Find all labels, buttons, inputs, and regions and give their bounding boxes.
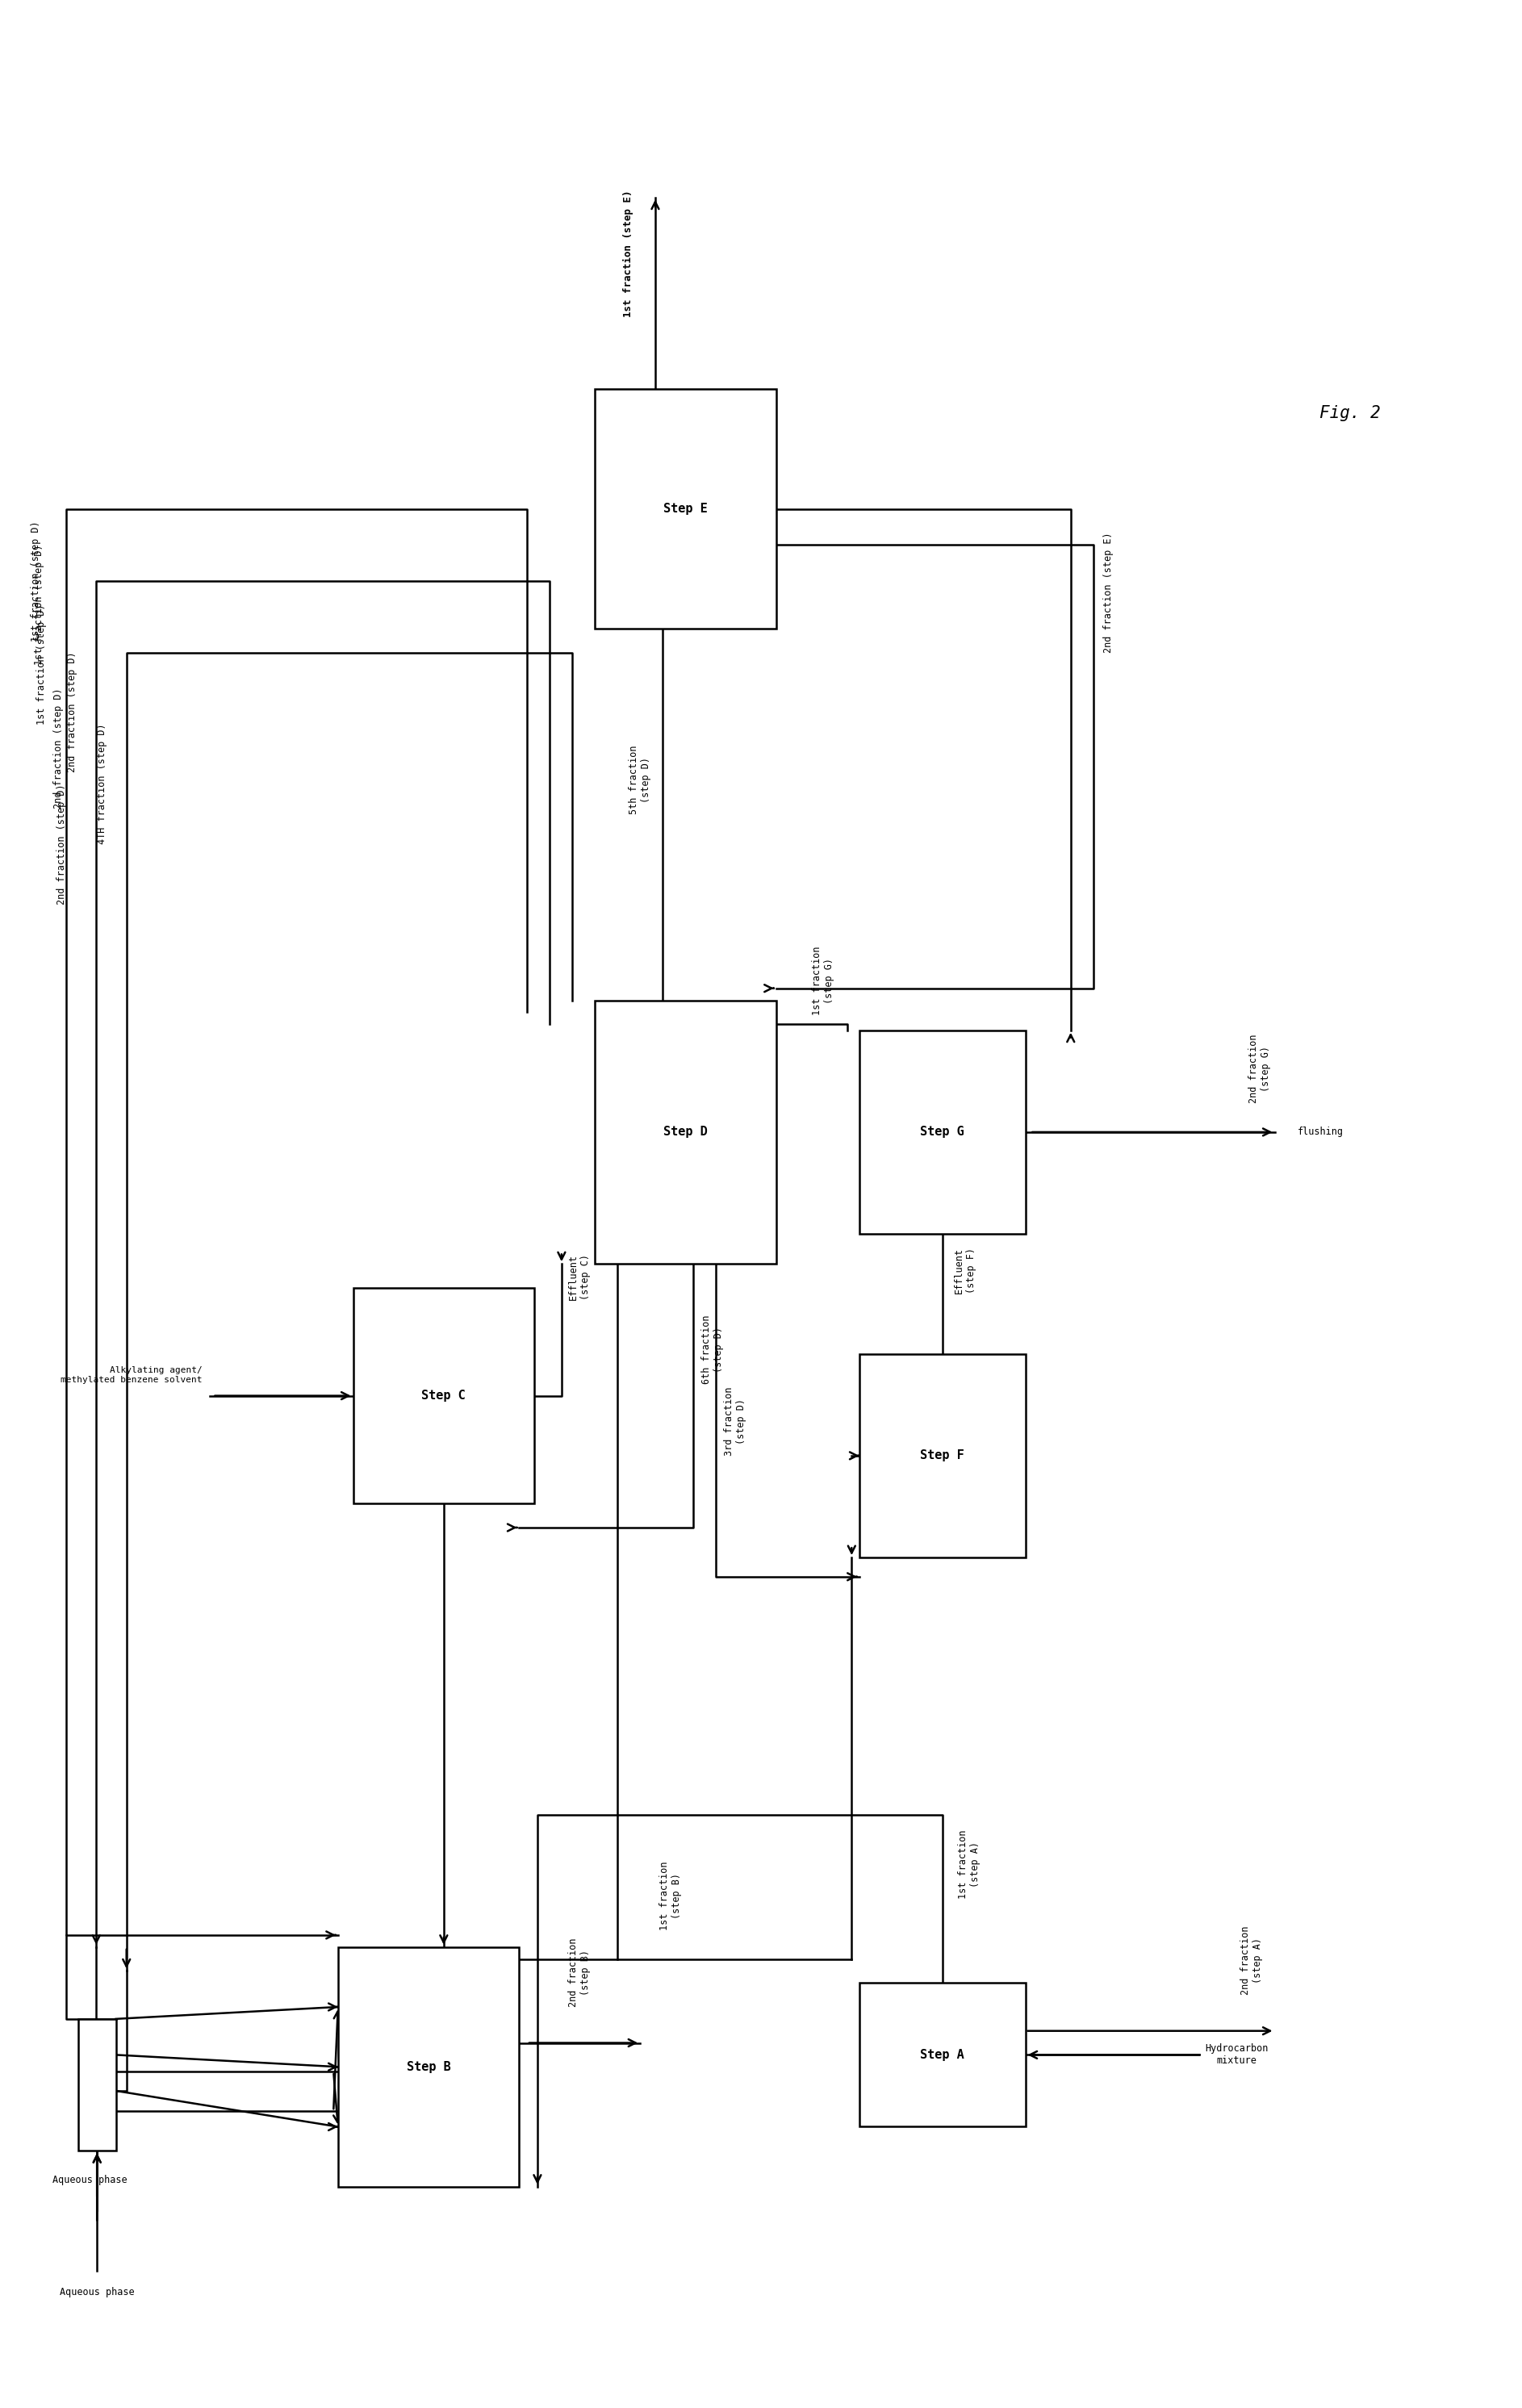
Text: Step B: Step B: [406, 2061, 451, 2073]
Text: Fig. 2: Fig. 2: [1320, 405, 1380, 421]
Text: 1st fraction
(step G): 1st fraction (step G): [811, 946, 834, 1016]
Bar: [595, 390, 776, 628]
Bar: [860, 1353, 1026, 1558]
Text: Step E: Step E: [664, 503, 708, 515]
Text: Step D: Step D: [664, 1127, 708, 1139]
Text: 6th fraction
(step D): 6th fraction (step D): [702, 1315, 724, 1385]
Bar: [78, 2018, 116, 2150]
Text: 1st fraction (step D): 1st fraction (step D): [30, 520, 41, 641]
Text: Step G: Step G: [921, 1127, 965, 1139]
Bar: [860, 1982, 1026, 2126]
Text: 4TH fraction (step D): 4TH fraction (step D): [97, 725, 108, 845]
Text: 2nd fraction (step D): 2nd fraction (step D): [56, 785, 67, 905]
Text: 2nd fraction
(step A): 2nd fraction (step A): [1240, 1926, 1263, 1994]
Text: 2nd fraction (step D): 2nd fraction (step D): [53, 689, 64, 809]
Text: Aqueous phase: Aqueous phase: [59, 2288, 134, 2297]
Text: flushing: flushing: [1297, 1127, 1344, 1137]
Text: 1st fraction (step E): 1st fraction (step E): [622, 190, 633, 318]
Text: 1st fraction
(step B): 1st fraction (step B): [659, 1861, 682, 1931]
Text: Step F: Step F: [921, 1450, 965, 1462]
Text: Effluent
(step C): Effluent (step C): [568, 1255, 591, 1300]
Text: 1st fraction (step D): 1st fraction (step D): [33, 544, 44, 665]
Bar: [338, 1948, 519, 2186]
Text: Effluent
(step F): Effluent (step F): [954, 1247, 976, 1293]
Bar: [595, 999, 776, 1264]
Text: 2nd fraction (step D): 2nd fraction (step D): [67, 653, 78, 773]
Bar: [860, 1031, 1026, 1233]
Text: 5th fraction
(step D): 5th fraction (step D): [629, 746, 651, 814]
Bar: [353, 1288, 534, 1503]
Text: 2nd fraction (step E): 2nd fraction (step E): [1103, 532, 1114, 653]
Text: Aqueous phase: Aqueous phase: [52, 2174, 126, 2184]
Text: 2nd fraction
(step B): 2nd fraction (step B): [568, 1938, 591, 2006]
Text: Step C: Step C: [422, 1389, 466, 1401]
Text: Step A: Step A: [921, 2049, 965, 2061]
Text: 1st fraction
(step A): 1st fraction (step A): [959, 1830, 980, 1900]
Text: 3rd fraction
(step D): 3rd fraction (step D): [724, 1387, 747, 1457]
Text: 2nd fraction
(step G): 2nd fraction (step G): [1248, 1035, 1271, 1103]
Text: Alkylating agent/
methylated benzene solvent: Alkylating agent/ methylated benzene sol…: [61, 1365, 202, 1385]
Text: 1st fraction (step D): 1st fraction (step D): [37, 604, 47, 725]
Text: Hydrocarbon
mixture: Hydrocarbon mixture: [1205, 2044, 1268, 2066]
